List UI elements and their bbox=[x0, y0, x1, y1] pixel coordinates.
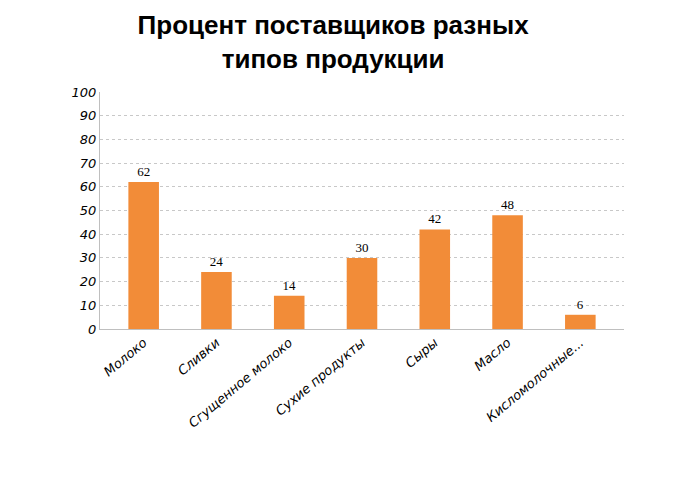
svg-text:42: 42 bbox=[428, 211, 441, 226]
svg-text:100: 100 bbox=[72, 85, 97, 100]
svg-text:Сгущенное молоко: Сгущенное молоко bbox=[186, 335, 296, 431]
svg-text:40: 40 bbox=[80, 227, 97, 242]
svg-text:6: 6 bbox=[577, 297, 584, 312]
svg-text:24: 24 bbox=[210, 254, 224, 269]
svg-text:Сливки: Сливки bbox=[175, 335, 223, 379]
svg-text:70: 70 bbox=[80, 156, 97, 171]
svg-text:Масло: Масло bbox=[471, 335, 513, 374]
svg-text:10: 10 bbox=[80, 298, 97, 313]
svg-text:Процент поставщиков разныхтипо: Процент поставщиков разныхтипов продукци… bbox=[138, 10, 530, 74]
svg-text:80: 80 bbox=[80, 132, 97, 147]
svg-text:0: 0 bbox=[88, 322, 96, 337]
svg-text:50: 50 bbox=[80, 203, 97, 218]
svg-text:Сыры: Сыры bbox=[402, 335, 441, 371]
svg-text:90: 90 bbox=[80, 108, 97, 123]
svg-text:20: 20 bbox=[80, 274, 97, 289]
svg-text:14: 14 bbox=[282, 278, 296, 293]
svg-text:62: 62 bbox=[137, 164, 150, 179]
svg-text:60: 60 bbox=[80, 179, 97, 194]
svg-text:Молоко: Молоко bbox=[101, 335, 150, 379]
svg-text:30: 30 bbox=[356, 240, 369, 255]
svg-text:Сухие продукты: Сухие продукты bbox=[273, 335, 369, 419]
svg-text:30: 30 bbox=[80, 250, 97, 265]
svg-text:48: 48 bbox=[501, 197, 514, 212]
svg-text:Кисломолочные...: Кисломолочные... bbox=[483, 335, 586, 425]
